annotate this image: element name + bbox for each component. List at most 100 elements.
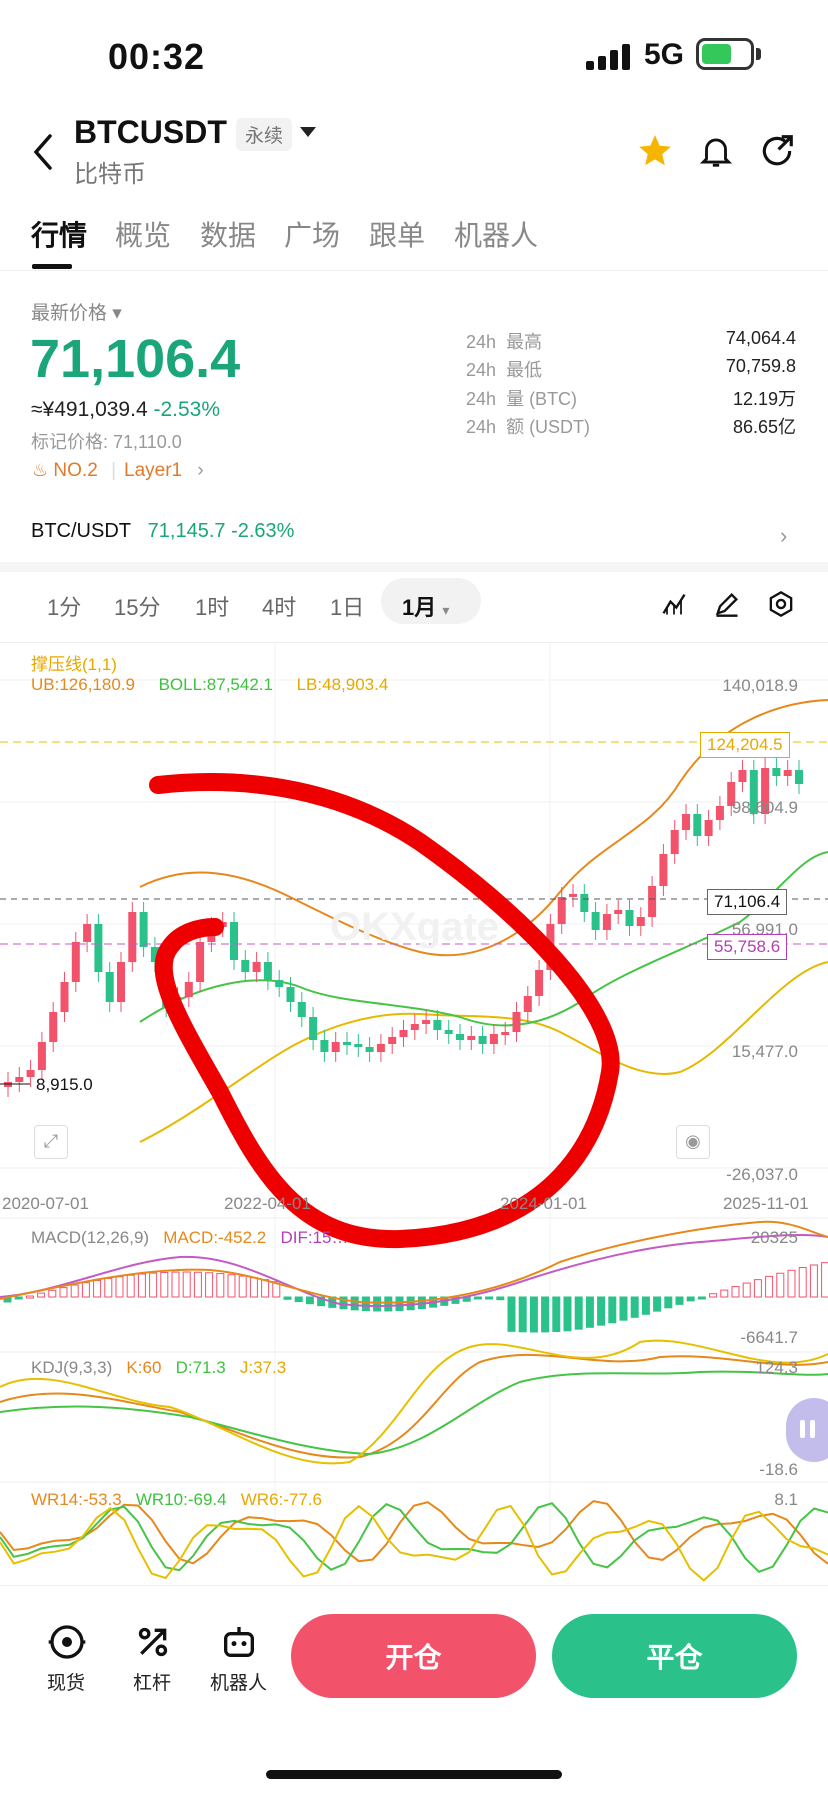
dea-line <box>0 1220 828 1304</box>
macd-bar <box>205 1272 214 1298</box>
candle <box>71 942 80 982</box>
candle <box>727 782 736 806</box>
stat-vol-label: 24h 量 (BTC) <box>466 389 578 409</box>
candle <box>648 886 657 917</box>
divider <box>0 1585 828 1586</box>
macd-bar <box>798 1267 807 1298</box>
candle <box>263 962 272 980</box>
kline-chart[interactable] <box>0 642 828 1592</box>
chevron-right-icon[interactable]: › <box>780 523 788 548</box>
tab-data[interactable]: 数据 <box>200 220 257 251</box>
macd-bar <box>48 1289 57 1298</box>
candle <box>196 942 205 982</box>
chevron-down-icon[interactable] <box>300 127 316 137</box>
y-axis-label: 98,604.9 <box>731 798 798 817</box>
wr6-line <box>0 1504 828 1582</box>
last-price-label[interactable]: 最新价格 ▾ <box>31 303 122 324</box>
candle <box>388 1037 397 1044</box>
candle <box>433 1020 442 1030</box>
candle <box>309 1017 318 1040</box>
open-position-button[interactable]: 开仓 <box>291 1614 536 1698</box>
interval-4h[interactable]: 4时 <box>262 595 297 620</box>
interval-1d[interactable]: 1日 <box>330 595 365 620</box>
flame-icon: ♨ <box>32 460 49 480</box>
wr10-line <box>0 1502 828 1573</box>
macd-bar <box>216 1273 225 1298</box>
macd-bar <box>272 1281 281 1298</box>
macd-bar <box>697 1296 706 1300</box>
candle <box>580 894 589 912</box>
interval-1mo[interactable]: 1月 ▾ <box>402 595 450 620</box>
candle <box>331 1042 340 1052</box>
bell-icon[interactable] <box>697 132 735 170</box>
symbol-title[interactable]: BTCUSDT <box>74 114 227 150</box>
macd-bar <box>619 1296 628 1321</box>
interval-1h[interactable]: 1时 <box>195 595 230 620</box>
boll-line <box>139 851 828 1027</box>
macd-bar <box>126 1274 135 1298</box>
candle <box>94 924 103 972</box>
interval-active-bg[interactable] <box>381 578 481 624</box>
macd-bar <box>507 1296 516 1332</box>
star-icon[interactable] <box>636 132 674 170</box>
candle <box>591 912 600 930</box>
draw-icon[interactable] <box>713 590 741 618</box>
macd-bar <box>115 1276 124 1298</box>
candle <box>83 924 92 942</box>
settings-icon[interactable] <box>767 590 795 618</box>
d-line <box>0 1370 828 1456</box>
share-icon[interactable] <box>758 132 796 170</box>
macd-bar <box>485 1296 494 1300</box>
robot-icon[interactable] <box>219 1622 259 1662</box>
macd-bar <box>59 1287 68 1298</box>
spot-label[interactable]: 现货 <box>47 1673 86 1694</box>
close-position-button[interactable]: 平仓 <box>552 1614 797 1698</box>
leverage-label[interactable]: 杠杆 <box>133 1673 172 1694</box>
candle <box>26 1070 35 1077</box>
j-line <box>0 1339 828 1465</box>
candle <box>456 1034 464 1040</box>
spot-icon[interactable] <box>47 1622 87 1662</box>
watermark: OKXgate <box>330 905 499 949</box>
candle <box>105 972 114 1002</box>
tab-square[interactable]: 广场 <box>284 220 341 251</box>
candle <box>557 897 566 924</box>
back-icon[interactable] <box>30 132 56 172</box>
stat-low-value: 70,759.8 <box>725 356 796 376</box>
network-label: 5G <box>644 38 685 71</box>
candle <box>297 1002 306 1017</box>
candle <box>128 912 137 962</box>
macd-bar <box>563 1296 572 1332</box>
macd-bar <box>395 1296 404 1312</box>
macd-bottom: -6641.7 <box>740 1328 798 1347</box>
indicator-icon[interactable] <box>660 590 688 618</box>
spot-pair-row[interactable]: BTC/USDT 71,145.7 -2.63% <box>31 520 295 542</box>
tab-market[interactable]: 行情 <box>31 220 88 251</box>
macd-bar <box>686 1296 695 1302</box>
macd-bar <box>630 1296 639 1318</box>
stat-high-label: 24h 最高 <box>466 332 543 352</box>
macd-bar <box>406 1296 415 1311</box>
interval-1m[interactable]: 1分 <box>47 595 82 620</box>
kdj-bottom: -18.6 <box>759 1460 798 1479</box>
stat-high-value: 74,064.4 <box>725 328 796 348</box>
macd-bar <box>160 1271 169 1298</box>
tab-robot[interactable]: 机器人 <box>454 220 539 251</box>
last-price: 71,106.4 <box>30 329 241 389</box>
robot-label[interactable]: 机器人 <box>210 1673 268 1694</box>
tab-copy-trade[interactable]: 跟单 <box>369 220 426 251</box>
tab-overview[interactable]: 概览 <box>115 220 172 251</box>
ub-line <box>139 699 828 957</box>
rank-tag[interactable]: ♨ NO.2 | Layer1 › <box>32 460 204 481</box>
float-handle[interactable] <box>786 1398 828 1462</box>
candle <box>150 947 159 962</box>
fullscreen-icon[interactable]: ⤢ <box>34 1125 68 1159</box>
macd-bar <box>70 1284 79 1298</box>
symbol-subtitle: 比特币 <box>74 161 146 188</box>
interval-15m[interactable]: 15分 <box>114 595 161 620</box>
eye-icon[interactable]: ◉ <box>676 1125 710 1159</box>
candle <box>139 912 148 947</box>
battery-tip <box>756 48 761 60</box>
candle <box>15 1077 24 1082</box>
leverage-icon[interactable] <box>133 1622 173 1662</box>
